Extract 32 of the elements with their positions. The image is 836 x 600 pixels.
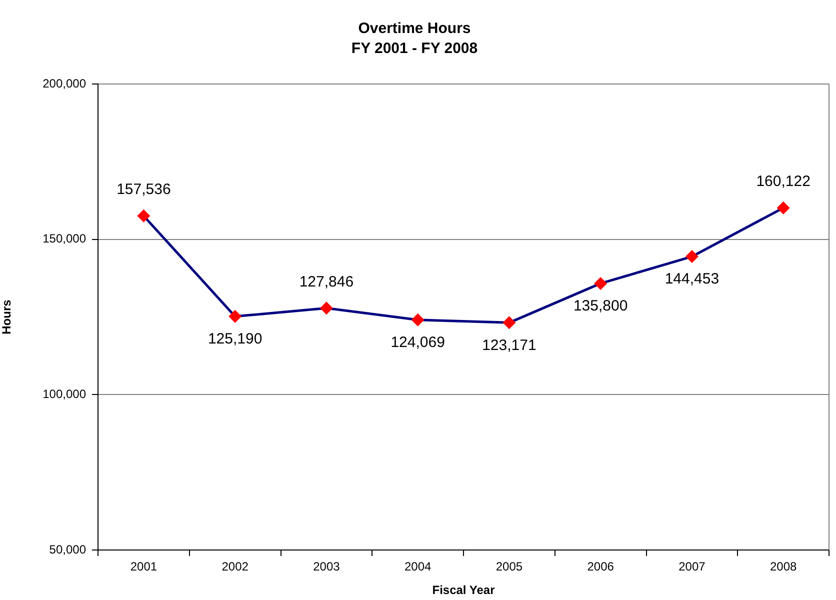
point bbox=[320, 302, 333, 315]
x-tick-label: 2002 bbox=[222, 560, 249, 574]
point bbox=[228, 310, 242, 323]
y-tick-label: 50,000 bbox=[49, 542, 86, 556]
data-label: 160,122 bbox=[756, 173, 810, 190]
data-label: 157,536 bbox=[116, 181, 171, 198]
point bbox=[137, 209, 150, 222]
data-label: 125,190 bbox=[208, 330, 262, 348]
data-label: 144,453 bbox=[664, 270, 720, 288]
x-tick-label: 2006 bbox=[587, 560, 614, 574]
point bbox=[502, 316, 516, 330]
x-tick-label: 2008 bbox=[770, 560, 797, 574]
y-tick-label: 200,000 bbox=[42, 76, 86, 90]
point bbox=[411, 313, 424, 326]
y-axis-title: Hours bbox=[0, 299, 14, 334]
data-label: 135,800 bbox=[573, 298, 628, 315]
data-label: 124,069 bbox=[390, 334, 445, 352]
chart-title: Overtime Hours bbox=[358, 20, 471, 38]
x-tick-label: 2001 bbox=[130, 560, 158, 574]
y-tick-label: 150,000 bbox=[42, 232, 86, 246]
x-tick-label: 2003 bbox=[313, 560, 340, 574]
point bbox=[685, 250, 698, 264]
chart-subtitle: FY 2001 - FY 2008 bbox=[351, 40, 478, 58]
point bbox=[594, 276, 608, 290]
x-axis-title: Fiscal Year bbox=[432, 583, 496, 598]
data-label: 123,171 bbox=[482, 336, 536, 354]
y-tick-label: 100,000 bbox=[42, 386, 86, 401]
x-tick-label: 2005 bbox=[496, 560, 523, 574]
x-tick-label: 2004 bbox=[404, 560, 432, 574]
data-label: 127,846 bbox=[299, 273, 354, 290]
x-tick-label: 2007 bbox=[678, 560, 706, 574]
point bbox=[776, 201, 790, 214]
